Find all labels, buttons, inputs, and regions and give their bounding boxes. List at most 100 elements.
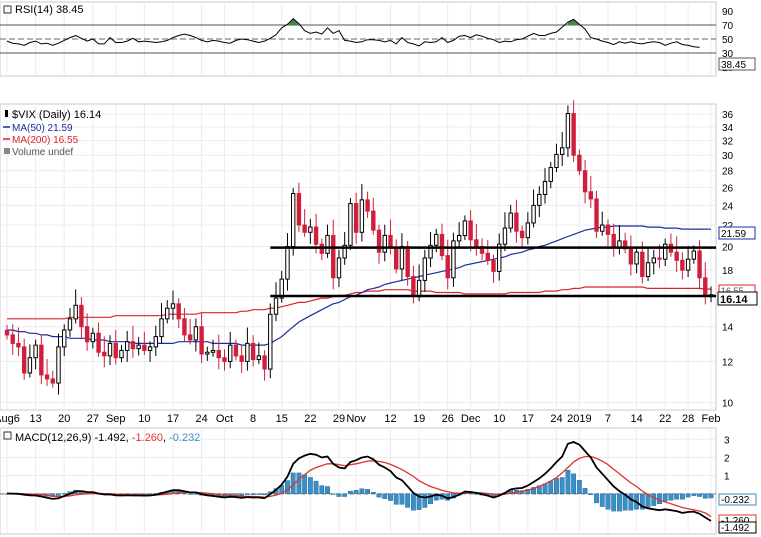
candle-body-17	[102, 351, 107, 357]
candle-body-58	[336, 257, 342, 279]
price-tick-28: 28	[722, 167, 734, 178]
candle-body-102	[588, 191, 594, 200]
candle-body-104	[600, 224, 605, 232]
candle-body-15	[90, 332, 96, 343]
candle-body-24	[142, 344, 147, 351]
x-label-10: 10	[138, 413, 150, 425]
candle-body-97	[559, 147, 565, 155]
candle-body-10	[62, 329, 67, 348]
ma200-line	[7, 286, 711, 320]
rsi-legend-marker	[3, 5, 12, 14]
candle-body-51	[296, 193, 302, 226]
macd-histogram-bar-96	[554, 478, 559, 495]
macd-histogram-bar-51	[296, 472, 302, 495]
macd-histogram-bar-109	[628, 493, 634, 511]
candle-body-21	[124, 341, 130, 351]
candle-body-76	[439, 233, 445, 257]
candle-body-79	[456, 234, 462, 242]
candle-body-31	[182, 318, 187, 336]
candle-body-27	[159, 318, 164, 338]
x-label-29: 29	[333, 413, 345, 425]
x-label-13: 13	[29, 413, 41, 425]
x-label-14: 14	[630, 413, 642, 425]
macd-histogram-bar-105	[605, 493, 611, 510]
macd-histogram-bar-103	[594, 493, 599, 504]
macd-histogram-bar-97	[559, 477, 565, 495]
macd-histogram-bar-72	[416, 493, 422, 510]
macd-histogram-bar-117	[674, 493, 680, 500]
candle-body-82	[474, 239, 479, 247]
candle-body-119	[685, 258, 691, 271]
candle-body-28	[165, 307, 170, 320]
macd-histogram-bar-58	[336, 493, 342, 497]
x-label-19: 19	[413, 413, 425, 425]
x-label-Sep: Sep	[106, 413, 126, 425]
macd-histogram-bar-98	[565, 469, 571, 495]
candle-body-37	[216, 349, 221, 359]
macd-histogram-bar-52	[302, 474, 308, 495]
x-label-Aug6: Aug6	[0, 413, 20, 425]
macd-histogram-bar-40	[233, 493, 239, 496]
candle-body-68	[394, 247, 399, 270]
candle-body-13	[79, 304, 84, 328]
ma50-value-box	[718, 226, 756, 240]
macd-histogram-bar-101	[582, 488, 588, 495]
rsi-overbought-fill-0	[287, 18, 299, 25]
price-tick-32: 32	[722, 137, 734, 148]
candle-body-91	[525, 222, 531, 239]
candle-body-101	[582, 170, 588, 193]
macd-label: MACD(12,26,9) -1.492, -1.260, -0.232	[15, 432, 200, 444]
macd-histogram-bar-59	[342, 493, 348, 497]
candle-body-90	[519, 230, 525, 239]
candle-body-54	[313, 226, 319, 245]
candle-body-93	[537, 193, 542, 206]
candle-body-22	[130, 341, 136, 350]
candle-body-14	[84, 326, 90, 343]
macd-histogram-bar-93	[536, 485, 542, 495]
rsi-line	[6, 18, 700, 48]
macd-histogram-bar-55	[319, 485, 325, 495]
candle-body-88	[508, 212, 513, 229]
candle-body-61	[353, 203, 359, 233]
macd-histogram-bar-9	[56, 493, 61, 496]
candle-body-87	[502, 227, 508, 245]
candle-body-36	[210, 349, 216, 353]
candle-body-44	[256, 355, 262, 361]
candle-body-65	[376, 229, 382, 253]
price-frame	[0, 103, 717, 411]
candle-body-74	[428, 244, 433, 259]
rsi-tick-30: 30	[722, 49, 734, 60]
macd-histogram-bar-49	[285, 480, 290, 495]
candle-body-105	[605, 224, 611, 235]
candle-body-115	[663, 243, 668, 260]
macd-histogram-bar-61	[353, 489, 359, 495]
price-panel: 3634323028262422201816141210 $VIX (Daily…	[0, 100, 758, 411]
candle-body-1	[10, 334, 15, 344]
macd-histogram-bar-99	[571, 473, 577, 495]
x-label-20: 20	[58, 413, 70, 425]
candle-body-62	[359, 199, 365, 233]
price-tick-18: 18	[722, 266, 734, 277]
candle-body-59	[342, 244, 347, 259]
x-label-26: 26	[442, 413, 454, 425]
macd-histogram-bar-10	[61, 493, 67, 495]
legend-volume: Volume undef	[12, 147, 73, 158]
price-tick-20: 20	[722, 242, 734, 253]
candle-body-9	[56, 346, 61, 384]
candle-body-118	[680, 259, 685, 271]
candle-body-3	[21, 346, 27, 374]
macd-tick-3: 3	[724, 435, 730, 446]
candle-body-80	[462, 220, 468, 236]
candle-body-50	[290, 193, 296, 247]
price-tick-14: 14	[722, 323, 734, 334]
candle-body-60	[348, 203, 353, 246]
candle-body-42	[245, 342, 250, 362]
candle-body-100	[577, 154, 582, 172]
x-label-8: 8	[250, 413, 256, 425]
macd-histogram-bar-123	[708, 493, 714, 499]
macd-histogram-bar-62	[359, 488, 365, 495]
candle-body-32	[187, 334, 193, 341]
rsi-panel: 9070503010 RSI(14) 38.45 38.45	[0, 1, 756, 77]
candle-body-29	[170, 303, 176, 309]
